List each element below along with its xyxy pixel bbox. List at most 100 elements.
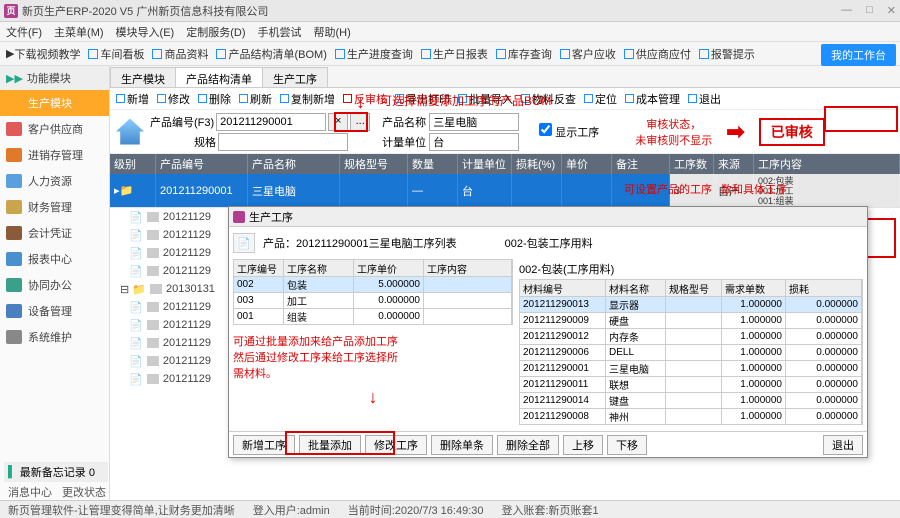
name-label: 产品名称 [382, 117, 426, 129]
highlight-stamp [824, 106, 898, 132]
menu-mobile[interactable]: 手机尝试 [258, 24, 302, 40]
memo-bar[interactable]: ▌最新备忘记录 0 [4, 462, 108, 482]
sidebar-item[interactable]: 客户供应商 [0, 116, 109, 142]
window-buttons: — □ ✕ [841, 4, 896, 17]
material-list: 002-包装(工序用料) 材料编号 材料名称 规格型号 需求单数 损耗 2012… [519, 259, 863, 427]
unit-input[interactable] [429, 133, 519, 151]
op-refresh[interactable]: 刷新 [239, 91, 272, 107]
tb-7[interactable]: 客户应收 [560, 46, 616, 62]
menubar: 文件(F) 主菜单(M) 模块导入(E) 定制服务(D) 手机尝试 帮助(H) [0, 22, 900, 42]
sidebar-item[interactable]: 生产模块 [0, 90, 109, 116]
material-row[interactable]: 201211290006DELL1.0000000.000000 [519, 345, 863, 361]
show-proc-checkbox[interactable] [539, 123, 552, 136]
btn-exit[interactable]: 退出 [823, 435, 863, 455]
dlg-arrow-icon: ↓ [233, 387, 513, 408]
grid-main-row[interactable]: ▸📁 201211290001 三星电脑 — 台 可设置产品的工序数和具体工序 … [110, 174, 900, 208]
tb-3[interactable]: 产品结构清单(BOM) [216, 46, 326, 62]
spec-label: 规格 [194, 134, 216, 150]
material-row[interactable]: 201211290011联想1.0000000.000000 [519, 377, 863, 393]
tb-6[interactable]: 库存查询 [496, 46, 552, 62]
menu-file[interactable]: 文件(F) [6, 24, 42, 40]
material-row[interactable]: 201211290014键盘1.0000000.000000 [519, 393, 863, 409]
sidebar-item[interactable]: 报表中心 [0, 246, 109, 272]
main-toolbar: ▶ 下载视频教学 车间看板 商品资料 产品结构清单(BOM) 生产进度查询 生产… [0, 42, 900, 66]
proc-dialog: 生产工序 📄 产品：201211290001三星电脑工序列表 002-包装工序用… [228, 206, 868, 458]
msg-center[interactable]: 消息中心 [8, 484, 52, 500]
btn-down[interactable]: 下移 [607, 435, 647, 455]
sidebar-item[interactable]: 会计凭证 [0, 220, 109, 246]
proc-row[interactable]: 002包装5.000000 [233, 277, 513, 293]
menu-main[interactable]: 主菜单(M) [54, 24, 104, 40]
search-row: 产品编号(F3) × ... 规格 产品名称 计量单位 显示工序 审核状态，未审… [110, 110, 900, 154]
app-logo: 页 [4, 4, 18, 18]
arrow-right-icon: ➡ [726, 119, 744, 145]
minimize-icon[interactable]: — [841, 4, 852, 17]
dialog-logo [233, 211, 245, 223]
my-workbench-button[interactable]: 我的工作台 [821, 44, 896, 66]
highlight-lookup [334, 112, 368, 132]
dlg-note: 可通过批量添加来给产品添加工序 然后通过修改工序来给工序选择所 需材料。 [233, 333, 513, 381]
grid-header: 级别 产品编号 产品名称 规格型号 数量 计量单位 损耗(%) 单价 备注 工序… [110, 154, 900, 174]
sidebar-item[interactable]: 协同办公 [0, 272, 109, 298]
home-icon[interactable] [116, 119, 144, 145]
material-row[interactable]: 201211290008神州1.0000000.000000 [519, 409, 863, 425]
tab-bom[interactable]: 产品结构清单 [175, 67, 263, 87]
op-edit[interactable]: 修改 [157, 91, 190, 107]
tb-2[interactable]: 商品资料 [152, 46, 208, 62]
menu-module[interactable]: 模块导入(E) [116, 24, 175, 40]
sidebar: ▶▶功能模块 生产模块客户供应商进销存管理人力资源财务管理会计凭证报表中心协同办… [0, 66, 110, 506]
dialog-title: 生产工序 [249, 209, 293, 225]
code-label: 产品编号(F3) [150, 114, 214, 130]
material-row[interactable]: 201211290013显示器1.0000000.000000 [519, 297, 863, 313]
tb-4[interactable]: 生产进度查询 [335, 46, 413, 62]
highlight-batch-buttons [285, 431, 395, 455]
sidebar-head: ▶▶功能模块 [0, 66, 109, 90]
audit-note: 审核状态，未审核则不显示 [635, 116, 712, 148]
sidebar-item[interactable]: 财务管理 [0, 194, 109, 220]
proc-row[interactable]: 001组装0.000000 [233, 309, 513, 325]
row-annot: 可设置产品的工序数和具体工序 [616, 174, 797, 207]
menu-custom[interactable]: 定制服务(D) [186, 24, 245, 40]
menu-help[interactable]: 帮助(H) [314, 24, 351, 40]
op-copy[interactable]: 复制新增 [280, 91, 335, 107]
tab-proc[interactable]: 生产工序 [262, 67, 328, 87]
sidebar-item[interactable]: 设备管理 [0, 298, 109, 324]
tab-prod-module[interactable]: 生产模块 [110, 67, 176, 87]
material-row[interactable]: 201211290009硬盘1.0000000.000000 [519, 313, 863, 329]
op-new[interactable]: 新增 [116, 91, 149, 107]
dialog-header: 产品：201211290001三星电脑工序列表 [263, 235, 457, 251]
tb-8[interactable]: 供应商应付 [624, 46, 691, 62]
tb-5[interactable]: 生产日报表 [421, 46, 488, 62]
annot-top: 可选择需要添加工序的产品BOM [380, 92, 551, 109]
op-cost[interactable]: 成本管理 [625, 91, 680, 107]
material-row[interactable]: 201211290012内存条1.0000000.000000 [519, 329, 863, 345]
window-title: 新页生产ERP-2020 V5 广州新页信息科技有限公司 [22, 3, 841, 19]
unit-label: 计量单位 [382, 137, 426, 149]
product-code-input[interactable] [216, 113, 326, 131]
sidebar-item[interactable]: 进销存管理 [0, 142, 109, 168]
sidebar-item[interactable]: 人力资源 [0, 168, 109, 194]
content-tabs: 生产模块 产品结构清单 生产工序 [110, 66, 900, 88]
btn-up[interactable]: 上移 [563, 435, 603, 455]
sidebar-item[interactable]: 系统维护 [0, 324, 109, 350]
show-proc-label: 显示工序 [555, 127, 599, 139]
close-icon[interactable]: ✕ [887, 4, 896, 17]
tb-9[interactable]: 报警提示 [699, 46, 755, 62]
audit-stamp: 已审核 [759, 118, 825, 146]
change-status[interactable]: 更改状态 [62, 484, 106, 500]
btn-del-all[interactable]: 删除全部 [497, 435, 559, 455]
maximize-icon[interactable]: □ [866, 4, 873, 17]
op-locate[interactable]: 定位 [584, 91, 617, 107]
btn-del-one[interactable]: 删除单条 [431, 435, 493, 455]
material-row[interactable]: 201211290001三星电脑1.0000000.000000 [519, 361, 863, 377]
op-del[interactable]: 删除 [198, 91, 231, 107]
product-name-input[interactable] [429, 113, 519, 131]
arrow-down-icon: ↓ [356, 92, 365, 113]
tb-1[interactable]: 车间看板 [88, 46, 144, 62]
doc-icon: 📄 [233, 233, 255, 253]
spec-input[interactable] [218, 133, 348, 151]
proc-row[interactable]: 003加工0.000000 [233, 293, 513, 309]
download-tutorial[interactable]: ▶ 下载视频教学 [6, 46, 80, 62]
op-exit[interactable]: 退出 [688, 91, 721, 107]
dialog-titlebar: 生产工序 [229, 207, 867, 227]
